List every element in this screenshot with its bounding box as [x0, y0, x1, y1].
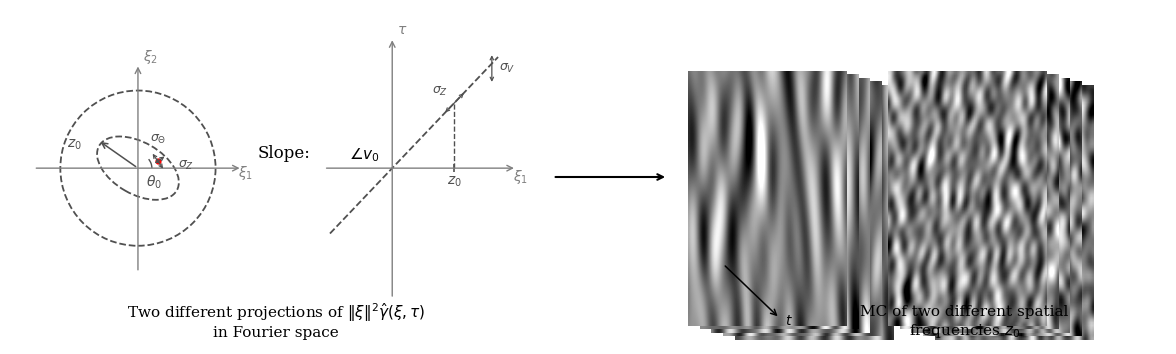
Text: $\sigma_Z$: $\sigma_Z$: [178, 159, 194, 172]
Text: $\xi_2$: $\xi_2$: [143, 48, 158, 66]
Text: MC of two different spatial
frequencies $z_0$: MC of two different spatial frequencies …: [860, 305, 1069, 340]
Text: $z_0$: $z_0$: [67, 137, 81, 152]
Text: $t$: $t$: [784, 314, 793, 327]
Text: $\theta_0$: $\theta_0$: [146, 174, 162, 192]
Text: $z_0$: $z_0$: [447, 174, 462, 189]
Text: Two different projections of $\|\xi\|^2\hat{\gamma}(\xi, \tau)$
in Fourier space: Two different projections of $\|\xi\|^2\…: [127, 301, 426, 340]
Text: $\sigma_\Theta$: $\sigma_\Theta$: [149, 133, 166, 146]
Text: $\tau$: $\tau$: [397, 23, 408, 37]
Text: $\sigma_V$: $\sigma_V$: [500, 62, 516, 75]
Text: $\xi_1$: $\xi_1$: [513, 167, 528, 185]
Text: $\xi_1$: $\xi_1$: [238, 164, 253, 182]
Text: Slope:: Slope:: [258, 145, 310, 162]
Text: $\angle v_0$: $\angle v_0$: [349, 147, 380, 164]
Text: $\sigma_Z$: $\sigma_Z$: [432, 85, 448, 98]
